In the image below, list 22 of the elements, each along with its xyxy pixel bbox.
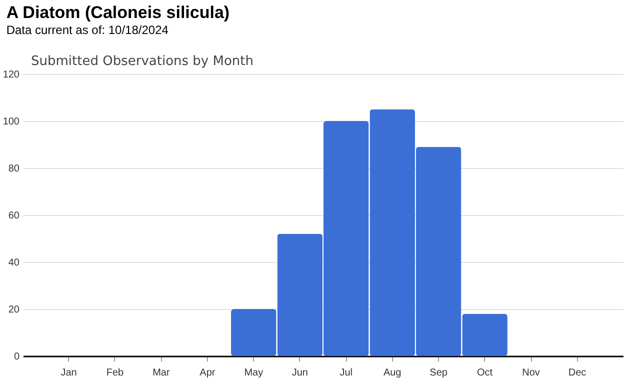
x-tick-label: Jul — [340, 368, 353, 378]
x-tick-label: Aug — [383, 368, 402, 378]
chart-title: A Diatom (Caloneis silicula) — [6, 3, 230, 22]
x-tick-label: Dec — [568, 368, 586, 378]
x-tick-label: Mar — [152, 368, 170, 378]
x-tick-label: Oct — [477, 368, 493, 378]
y-tick-label: 0 — [14, 352, 20, 362]
text: Submitted Observations by Month — [31, 54, 254, 69]
x-tick-label: Jun — [292, 368, 308, 378]
y-tick-label: 120 — [2, 70, 20, 80]
y-tick-label: 100 — [2, 116, 20, 128]
x-tick-label: Nov — [522, 368, 540, 378]
y-tick-label: 60 — [8, 210, 20, 222]
x-tick-label: May — [244, 368, 264, 378]
y-tick-label: 80 — [8, 164, 20, 174]
x-tick-label: Jan — [60, 368, 77, 378]
x-tick-label: Feb — [106, 368, 124, 378]
y-tick-label: 20 — [8, 304, 20, 316]
x-tick-label: Apr — [200, 368, 216, 378]
chart-subtitle: Data current as of: 10/18/2024 — [6, 23, 169, 37]
y-tick-label: 40 — [8, 258, 20, 268]
x-tick-label: Sep — [430, 368, 448, 378]
